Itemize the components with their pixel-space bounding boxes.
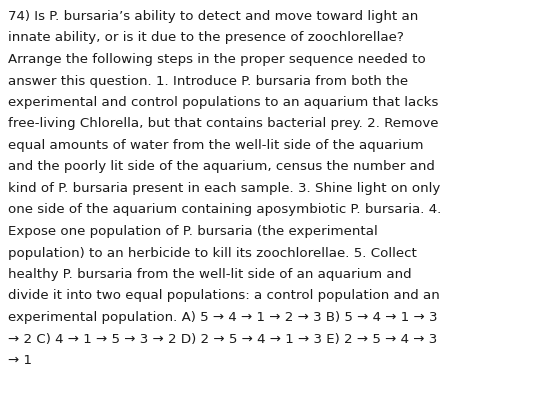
Text: equal amounts of water from the well-lit side of the aquarium: equal amounts of water from the well-lit…	[8, 139, 424, 152]
Text: population) to an herbicide to kill its zoochlorellae. 5. Collect: population) to an herbicide to kill its …	[8, 246, 417, 259]
Text: innate ability, or is it due to the presence of zoochlorellae?: innate ability, or is it due to the pres…	[8, 31, 404, 45]
Text: free-living Chlorella, but that contains bacterial prey. 2. Remove: free-living Chlorella, but that contains…	[8, 117, 439, 131]
Text: → 1: → 1	[8, 354, 32, 367]
Text: → 2 C) 4 → 1 → 5 → 3 → 2 D) 2 → 5 → 4 → 1 → 3 E) 2 → 5 → 4 → 3: → 2 C) 4 → 1 → 5 → 3 → 2 D) 2 → 5 → 4 → …	[8, 332, 437, 345]
Text: experimental population. A) 5 → 4 → 1 → 2 → 3 B) 5 → 4 → 1 → 3: experimental population. A) 5 → 4 → 1 → …	[8, 311, 437, 324]
Text: divide it into two equal populations: a control population and an: divide it into two equal populations: a …	[8, 289, 440, 302]
Text: Expose one population of P. bursaria (the experimental: Expose one population of P. bursaria (th…	[8, 225, 378, 238]
Text: and the poorly lit side of the aquarium, census the number and: and the poorly lit side of the aquarium,…	[8, 160, 435, 174]
Text: one side of the aquarium containing aposymbiotic P. bursaria. 4.: one side of the aquarium containing apos…	[8, 203, 441, 217]
Text: answer this question. 1. Introduce P. bursaria from both the: answer this question. 1. Introduce P. bu…	[8, 74, 408, 88]
Text: healthy P. bursaria from the well-lit side of an aquarium and: healthy P. bursaria from the well-lit si…	[8, 268, 412, 281]
Text: kind of P. bursaria present in each sample. 3. Shine light on only: kind of P. bursaria present in each samp…	[8, 182, 440, 195]
Text: 74) Is P. bursaria’s ability to detect and move toward light an: 74) Is P. bursaria’s ability to detect a…	[8, 10, 418, 23]
Text: experimental and control populations to an aquarium that lacks: experimental and control populations to …	[8, 96, 439, 109]
Text: Arrange the following steps in the proper sequence needed to: Arrange the following steps in the prope…	[8, 53, 426, 66]
